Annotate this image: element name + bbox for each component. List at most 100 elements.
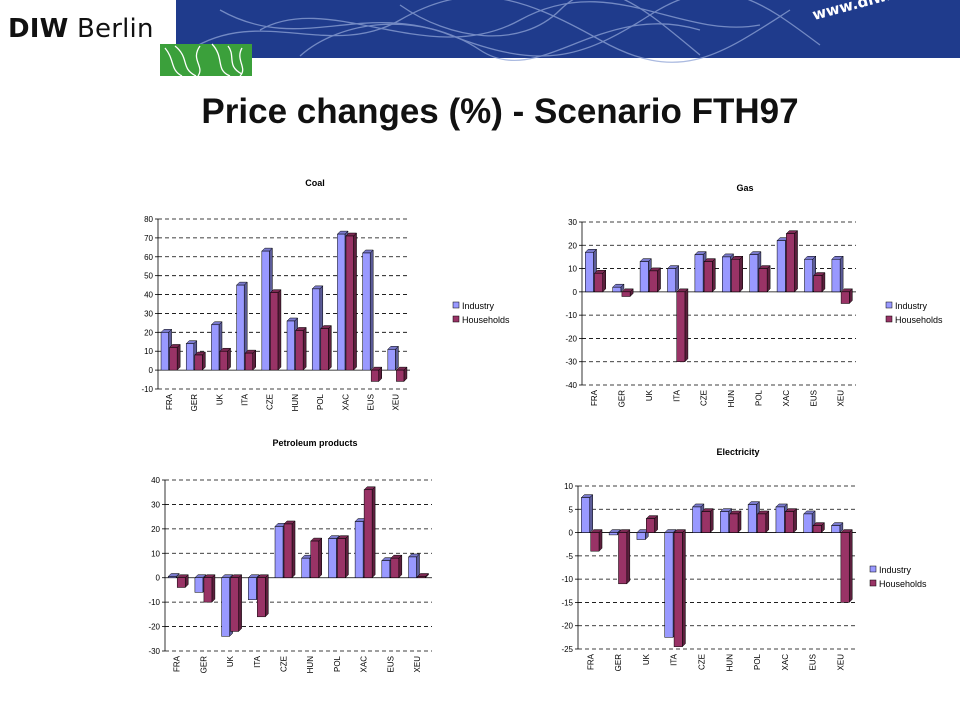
x-tick-label: FRA (165, 393, 174, 410)
x-tick-label: EUS (386, 656, 395, 672)
y-tick-label: 30 (144, 309, 153, 318)
chart-title: Petroleum products (272, 438, 357, 448)
x-tick-label: XAC (782, 390, 791, 407)
y-tick-label: -10 (561, 575, 573, 584)
x-tick-label: FRA (590, 389, 599, 406)
legend-label: Industry (895, 301, 928, 311)
bar-households-xeu (840, 288, 853, 305)
x-tick-label: CZE (700, 390, 709, 406)
y-tick-label: 0 (149, 366, 154, 375)
x-tick-label: XAC (360, 656, 369, 673)
legend-entry: Households (885, 315, 943, 325)
x-tick-label: XEU (392, 394, 401, 411)
bar-households-pol (758, 264, 771, 293)
bar-households-ger (203, 574, 216, 603)
y-tick-label: -20 (561, 622, 573, 631)
x-tick-label: HUN (727, 390, 736, 408)
logo-bold: DIW (8, 14, 69, 44)
bar-households-xac (785, 230, 799, 293)
legend-entry: Industry (452, 301, 495, 311)
bar-households-xeu (416, 572, 430, 579)
legend-label: Households (462, 315, 510, 325)
legend-entry: Industry (885, 301, 928, 311)
legend-entry: Households (869, 579, 927, 589)
bar-households-uk (645, 514, 659, 534)
bar-households-eus (812, 521, 826, 534)
bar-industry-fra (167, 572, 180, 579)
bar-industry-ita (666, 264, 680, 293)
y-tick-label: -10 (141, 385, 153, 394)
y-tick-label: -10 (565, 311, 577, 320)
logo[interactable]: DIW Berlin (8, 14, 154, 44)
bar-industry-fra (580, 494, 594, 534)
x-tick-label: XEU (836, 654, 845, 671)
bar-households-eus (813, 271, 826, 293)
bar-households-pol (756, 510, 770, 534)
bar-households-xac (345, 232, 358, 371)
banner-background (176, 0, 960, 58)
y-tick-label: 0 (573, 288, 578, 297)
y-tick-label: 10 (568, 265, 577, 274)
bar-industry-ger (608, 528, 622, 536)
x-tick-label: XAC (781, 654, 790, 671)
x-tick-label: HUN (306, 656, 315, 674)
y-tick-label: 10 (144, 347, 153, 356)
x-tick-label: XEU (413, 656, 422, 673)
y-tick-label: 20 (144, 328, 153, 337)
x-tick-label: EUS (809, 654, 818, 670)
legend-label: Households (879, 579, 927, 589)
y-tick-label: -20 (148, 623, 160, 632)
x-tick-label: XAC (341, 394, 350, 411)
bar-households-ita (244, 349, 257, 371)
x-tick-label: UK (642, 653, 651, 665)
x-tick-label: HUN (291, 394, 300, 412)
logo-rest: Berlin (77, 14, 154, 44)
y-tick-label: 40 (151, 476, 160, 485)
bar-households-xac (363, 486, 376, 579)
x-tick-label: CZE (279, 656, 288, 672)
y-tick-label: 10 (151, 549, 160, 558)
bar-households-eus (390, 554, 403, 579)
bar-households-fra (168, 343, 181, 371)
bar-households-uk (219, 347, 232, 371)
y-tick-label: -30 (565, 358, 577, 367)
bar-households-hun (730, 255, 744, 293)
x-tick-label: GER (614, 654, 623, 672)
y-tick-label: 30 (151, 500, 160, 509)
x-tick-label: POL (754, 389, 763, 406)
y-tick-label: 80 (144, 215, 153, 224)
y-tick-label: -5 (566, 552, 574, 561)
header-banner (160, 0, 960, 76)
bar-households-pol (336, 535, 350, 579)
legend-entry: Industry (869, 565, 912, 575)
y-tick-label: -10 (148, 598, 160, 607)
green-block-lines (164, 43, 244, 76)
bar-households-pol (320, 324, 332, 371)
x-tick-label: FRA (173, 655, 182, 672)
bar-households-ita (256, 574, 269, 618)
chart-title: Coal (305, 178, 325, 188)
bar-households-xeu (840, 528, 853, 604)
y-tick-label: 70 (144, 234, 153, 243)
bar-households-cze (269, 289, 282, 371)
bar-industry-ger (612, 283, 625, 293)
x-tick-label: EUS (366, 394, 375, 410)
bar-households-fra (590, 528, 603, 552)
y-tick-label: 20 (151, 525, 160, 534)
bar-households-eus (370, 366, 383, 383)
y-tick-label: -25 (561, 645, 573, 654)
x-tick-label: GER (199, 656, 208, 674)
banner-wave-lines (189, 0, 821, 63)
x-tick-label: ITA (672, 389, 681, 402)
bar-households-uk (230, 574, 243, 633)
chart-title: Gas (736, 183, 753, 193)
bar-households-uk (648, 267, 662, 293)
bar-households-fra (593, 269, 607, 293)
legend-entry: Households (452, 315, 510, 325)
bar-households-ita (676, 288, 689, 363)
bar-households-cze (701, 508, 714, 534)
